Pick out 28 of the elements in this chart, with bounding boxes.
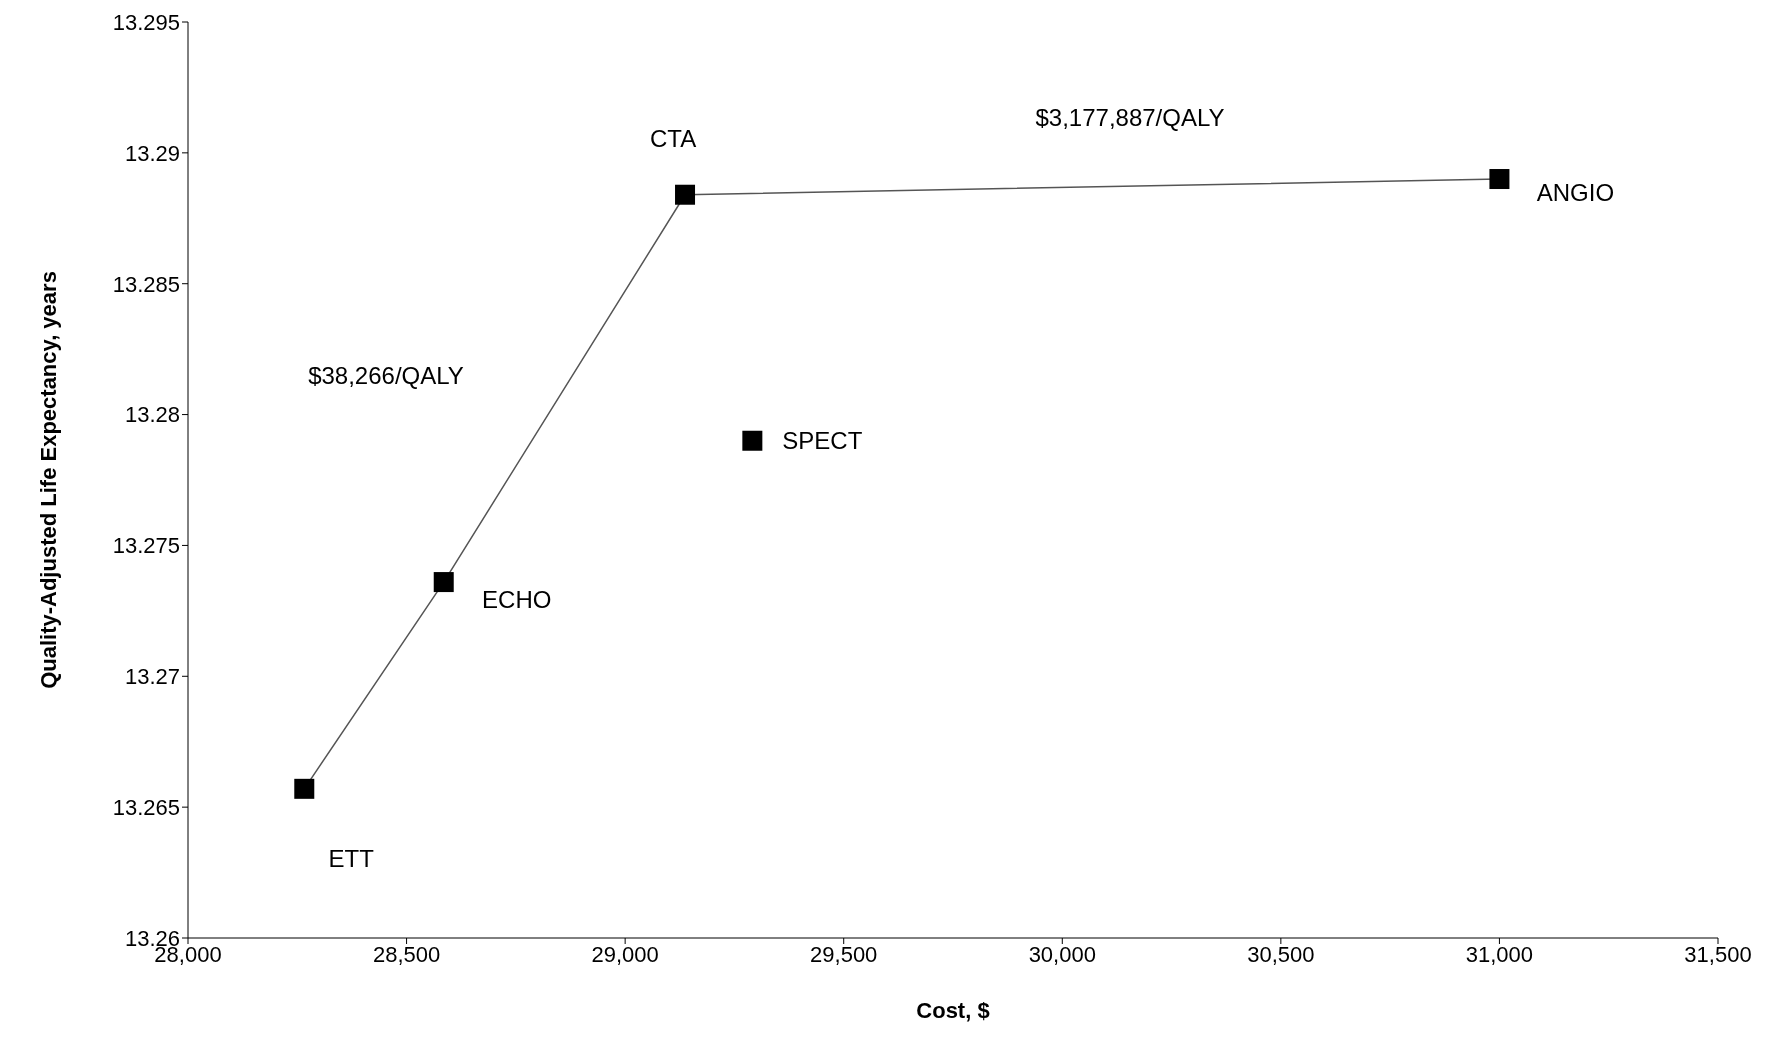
x-tick-label: 31,000 [1465, 941, 1534, 967]
point [433, 572, 454, 593]
annotation: CTA [649, 125, 697, 153]
point [1489, 169, 1510, 190]
annotation: ETT [328, 845, 375, 873]
y-axis-title: Quality-Adjusted Life Expectancy, years [35, 271, 61, 689]
y-tick-label: 13.275 [112, 533, 180, 559]
x-tick-label: 31,500 [1684, 941, 1752, 967]
y-tick-label: 13.265 [112, 794, 180, 820]
x-tick-label: 29,000 [591, 941, 659, 967]
annotation: ANGIO [1536, 178, 1615, 206]
annotation: ECHO [482, 585, 552, 613]
x-tick-label: 28,500 [372, 941, 441, 967]
annotation: SPECT [782, 427, 863, 455]
x-tick-label: 30,500 [1247, 941, 1315, 967]
annotation: $3,177,887/QALY [1035, 103, 1225, 131]
x-tick-label: 29,500 [810, 941, 878, 967]
point [675, 184, 696, 205]
y-tick-label: 13.295 [112, 9, 180, 35]
x-axis-title: Cost, $ [916, 998, 990, 1023]
y-tick-label: 13.29 [124, 140, 180, 166]
y-tick-label: 13.27 [124, 664, 180, 690]
y-tick-label: 13.28 [124, 402, 180, 428]
point [294, 778, 315, 799]
y-tick-label: 13.285 [112, 271, 180, 297]
x-tick-label: 30,000 [1028, 941, 1096, 967]
annotation: $38,266/QALY [308, 361, 464, 389]
point [742, 430, 763, 451]
